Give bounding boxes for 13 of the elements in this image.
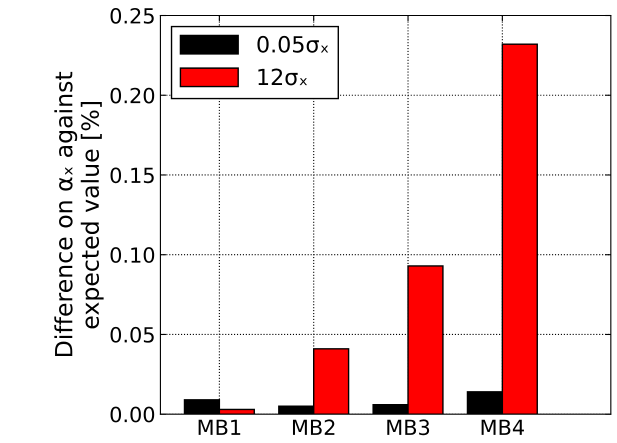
legend-label: 12σₓ bbox=[258, 68, 308, 86]
legend-label: 0.05σₓ bbox=[257, 36, 328, 53]
y-tick-label: 0.00 bbox=[110, 406, 154, 422]
x-tick-label: MB3 bbox=[387, 419, 430, 436]
y-tick-label: 0.15 bbox=[110, 167, 154, 184]
y-tick-label: 0.25 bbox=[110, 8, 154, 24]
y-axis-title: Difference on αₓ against expected value [%] bbox=[54, 72, 104, 356]
y-tick-label: 0.05 bbox=[110, 326, 154, 343]
y-tick-label: 0.10 bbox=[110, 247, 154, 263]
x-tick-label: MB4 bbox=[482, 420, 524, 435]
x-tick-label: MB2 bbox=[292, 419, 334, 435]
y-tick-label: 0.20 bbox=[110, 88, 154, 104]
x-tick-label: MB1 bbox=[198, 420, 240, 435]
